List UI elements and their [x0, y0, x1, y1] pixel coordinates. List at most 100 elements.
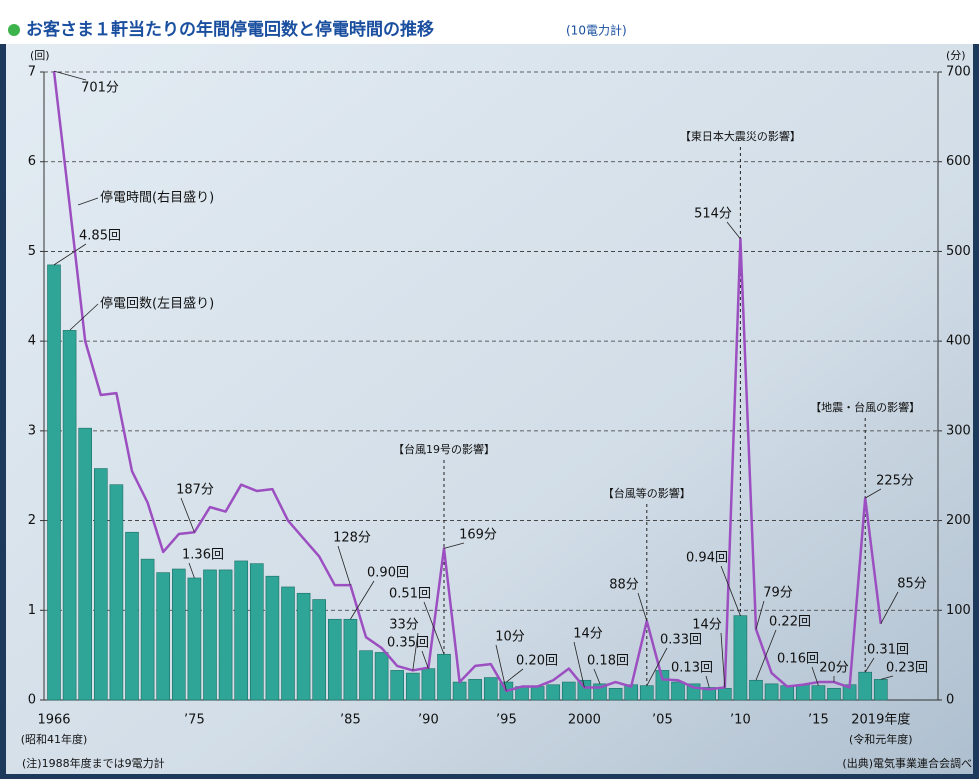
- bar: [375, 652, 388, 700]
- data-label: 4.85回: [79, 229, 121, 244]
- y-tick-label: 7: [28, 65, 36, 80]
- data-label: 0.18回: [587, 654, 629, 669]
- note: (注)1988年度までは9電力計: [22, 756, 165, 770]
- y2-tick-label: 100: [946, 603, 971, 618]
- bar: [640, 686, 653, 700]
- y-tick-label: 6: [28, 154, 36, 169]
- bar: [718, 688, 731, 700]
- bar: [796, 685, 809, 700]
- bar: [438, 654, 451, 700]
- data-label: 0.13回: [671, 661, 713, 676]
- bar: [828, 688, 841, 700]
- bar: [469, 679, 482, 700]
- bar: [48, 265, 61, 700]
- x-tick-label: ’05: [652, 713, 673, 728]
- bar: [126, 532, 139, 700]
- bar: [141, 559, 154, 700]
- data-label: 33分: [389, 618, 419, 633]
- bar: [360, 651, 373, 700]
- category-note: (昭和41年度): [21, 732, 88, 746]
- bar: [547, 685, 560, 700]
- event-label: 【東日本大震災の影響】: [680, 129, 801, 143]
- data-label: 14分: [573, 627, 603, 642]
- bar: [63, 330, 76, 700]
- bar: [313, 600, 326, 700]
- y2-tick-label: 0: [946, 693, 954, 708]
- event-label: 【台風19号の影響】: [393, 442, 495, 456]
- x-tick-label: ’10: [730, 713, 751, 728]
- bar: [282, 587, 295, 700]
- x-tick-label: ’15: [808, 713, 829, 728]
- bar: [328, 619, 341, 700]
- x-tick-label: 1966: [37, 713, 70, 728]
- title-bullet: [8, 24, 20, 36]
- y2-tick-label: 700: [946, 65, 971, 80]
- bar: [750, 680, 763, 700]
- bar: [734, 616, 747, 700]
- data-label: 0.94回: [686, 551, 728, 566]
- bar: [531, 687, 544, 700]
- bar: [110, 485, 123, 700]
- event-label: 【台風等の影響】: [603, 486, 691, 500]
- data-label: 169分: [459, 528, 497, 543]
- bar: [204, 570, 217, 700]
- bar: [609, 688, 622, 700]
- data-label: 0.33回: [660, 633, 702, 648]
- bar: [765, 684, 778, 700]
- bar: [297, 593, 310, 700]
- bar: [874, 679, 887, 700]
- data-label: 187分: [176, 483, 214, 498]
- bar: [859, 672, 872, 700]
- legend-label: 停電回数(左目盛り): [100, 296, 214, 312]
- event-label: 【地震・台風の影響】: [810, 400, 920, 414]
- bar: [172, 569, 185, 700]
- y-tick-label: 2: [28, 513, 36, 528]
- y-axis-label: (回): [30, 49, 50, 62]
- data-label: 85分: [897, 577, 927, 592]
- x-tick-label: ’95: [496, 713, 517, 728]
- bar: [266, 576, 279, 700]
- data-label: 0.90回: [367, 566, 409, 581]
- bar: [406, 673, 419, 700]
- bar: [219, 570, 232, 700]
- data-label: 128分: [333, 531, 371, 546]
- chart-subtitle: (10電力計): [566, 23, 627, 38]
- bar: [812, 686, 825, 700]
- bar: [391, 670, 404, 700]
- bar: [422, 669, 435, 700]
- data-label: 0.20回: [516, 654, 558, 669]
- data-label: 225分: [876, 474, 914, 489]
- data-label: 514分: [694, 207, 732, 222]
- data-label: 0.51回: [389, 587, 431, 602]
- data-label: 0.22回: [769, 615, 811, 630]
- data-label: 0.31回: [867, 643, 909, 658]
- y-tick-label: 3: [28, 423, 36, 438]
- y2-axis-label: (分): [946, 49, 966, 62]
- data-label: 14分: [692, 618, 722, 633]
- x-tick-label: ’85: [340, 713, 361, 728]
- bar: [235, 561, 248, 700]
- bar: [453, 682, 466, 700]
- y-tick-label: 4: [28, 334, 36, 349]
- data-label: 701分: [81, 81, 119, 96]
- x-tick-label: 2000: [568, 713, 601, 728]
- data-label: 0.16回: [777, 652, 819, 667]
- data-label: 1.36回: [182, 548, 224, 563]
- bar: [672, 682, 685, 700]
- data-label: 20分: [819, 661, 849, 676]
- y2-tick-label: 400: [946, 334, 971, 349]
- y2-tick-label: 500: [946, 244, 971, 259]
- bar: [250, 564, 263, 700]
- y-tick-label: 0: [28, 693, 36, 708]
- source: (出典)電気事業連合会調べ: [842, 756, 972, 770]
- x-tick-label: 2019年度: [851, 712, 910, 728]
- bar: [562, 682, 575, 700]
- bar: [484, 678, 497, 700]
- chart: お客さま１軒当たりの年間停電回数と停電時間の推移 (10電力計) (回) (分)…: [0, 0, 979, 779]
- category-note: (令和元年度): [849, 732, 913, 746]
- x-tick-label: ’90: [418, 713, 439, 728]
- y2-tick-label: 300: [946, 423, 971, 438]
- legend-label: 停電時間(右目盛り): [100, 190, 214, 206]
- data-label: 0.23回: [886, 661, 928, 676]
- bar: [781, 686, 794, 700]
